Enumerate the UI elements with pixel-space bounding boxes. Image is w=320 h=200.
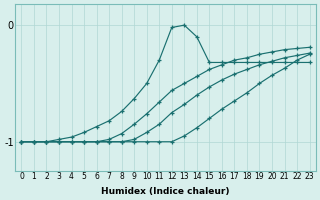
X-axis label: Humidex (Indice chaleur): Humidex (Indice chaleur)	[101, 187, 230, 196]
